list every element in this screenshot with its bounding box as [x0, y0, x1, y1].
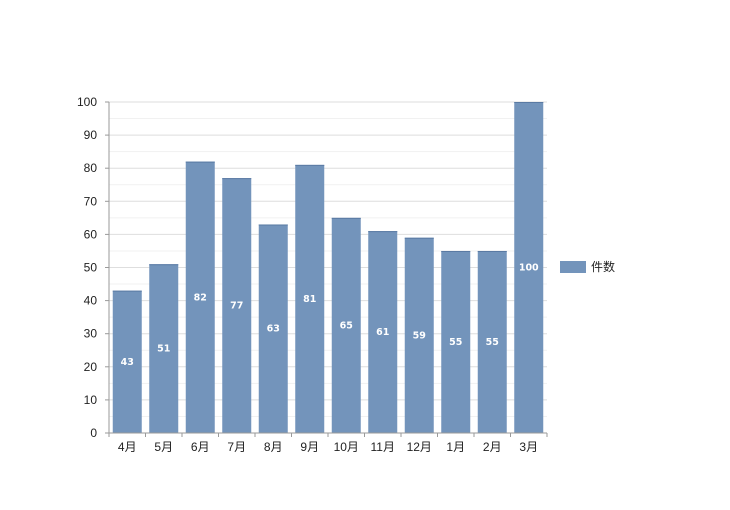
data-label: 61: [376, 327, 389, 338]
x-tick-label: 5月: [154, 440, 173, 454]
x-tick-label: 7月: [227, 440, 246, 454]
bar: [404, 237, 434, 433]
y-tick-label: 10: [84, 393, 98, 407]
y-tick-label: 0: [90, 426, 97, 440]
legend-swatch: [560, 261, 586, 273]
data-label: 100: [519, 263, 539, 274]
y-tick-label: 80: [84, 161, 98, 175]
bar: [258, 224, 288, 433]
y-tick-label: 30: [84, 327, 98, 341]
bar: [222, 178, 252, 433]
data-label: 82: [194, 292, 207, 303]
x-tick-label: 12月: [407, 440, 432, 454]
data-label: 55: [449, 337, 462, 348]
data-label: 59: [413, 330, 426, 341]
data-label: 43: [121, 357, 134, 368]
legend: 件数: [560, 259, 615, 274]
y-tick-label: 20: [84, 360, 98, 374]
legend-label: 件数: [591, 259, 615, 274]
x-tick-label: 2月: [483, 440, 502, 454]
bar: [295, 164, 325, 433]
bar: [477, 250, 507, 433]
y-tick-label: 40: [84, 294, 98, 308]
y-tick-label: 100: [77, 95, 97, 109]
y-tick-label: 70: [84, 194, 98, 208]
data-label: 65: [340, 320, 353, 331]
x-tick-label: 10月: [334, 440, 359, 454]
x-tick-label: 4月: [118, 440, 137, 454]
bar: [185, 161, 215, 433]
bar: [368, 231, 398, 433]
x-tick-label: 6月: [191, 440, 210, 454]
x-tick-label: 8月: [264, 440, 283, 454]
bar: [331, 217, 361, 433]
bar: [441, 250, 471, 433]
bar: [112, 290, 142, 433]
bar: [149, 264, 179, 433]
y-tick-label: 90: [84, 128, 98, 142]
data-label: 51: [157, 344, 170, 355]
x-tick-label: 3月: [519, 440, 538, 454]
y-tick-label: 60: [84, 227, 98, 241]
axes: 0 10 20 30 40 50 60 70 80 90 100 4月 5月 6月 7月 8月 9月 10月 11月…: [77, 95, 548, 454]
x-tick-label: 1月: [446, 440, 465, 454]
x-tick-label: 11月: [371, 440, 395, 454]
y-tick-label: 50: [84, 261, 98, 275]
bar: [514, 102, 544, 433]
x-tick-label: 9月: [300, 440, 319, 454]
data-label: 77: [230, 301, 243, 312]
data-label: 63: [267, 324, 280, 335]
bars: 43 51 82 77 63 81 65 61 59 55 55 100: [112, 102, 544, 433]
data-label: 55: [486, 337, 499, 348]
gridlines: [109, 101, 547, 417]
data-label: 81: [303, 294, 316, 305]
